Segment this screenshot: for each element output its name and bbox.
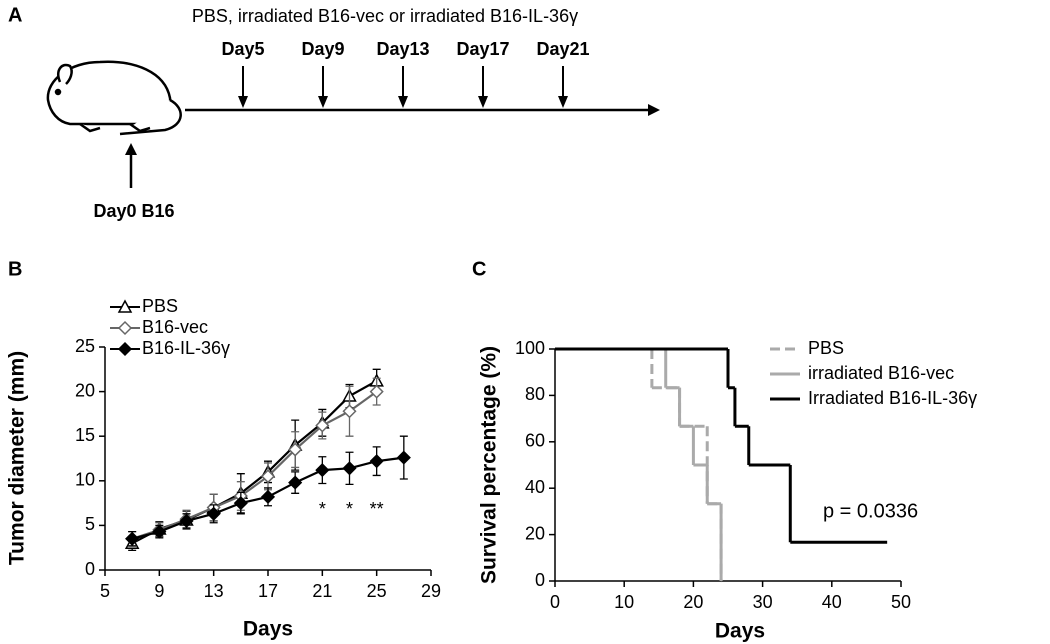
marker	[125, 531, 140, 546]
panel-label: C	[472, 258, 486, 280]
panel-label: B	[8, 258, 22, 280]
arrowhead	[238, 96, 248, 108]
series-line	[131, 379, 378, 545]
arrowhead	[125, 143, 137, 155]
y-tick-label: 10	[75, 470, 95, 490]
marker	[396, 450, 411, 465]
x-tick-label: 29	[421, 581, 441, 601]
marker	[152, 524, 167, 539]
x-axis-label: Days	[243, 618, 293, 641]
x-tick-label: 10	[614, 592, 634, 612]
marker	[315, 463, 330, 478]
day-label: Day17	[456, 39, 509, 59]
marker	[260, 489, 276, 504]
y-tick-label: 25	[75, 336, 95, 356]
x-tick-label: 0	[550, 592, 560, 612]
x-tick-label: 50	[891, 592, 911, 612]
start-day: Day0 B16	[93, 201, 174, 221]
arrowhead	[558, 96, 568, 108]
p-value: p = 0.0336	[823, 500, 918, 522]
legend-label: PBS	[142, 296, 178, 316]
marker	[369, 454, 384, 469]
x-tick-label: 20	[683, 592, 703, 612]
x-tick-label: 13	[204, 581, 224, 601]
marker	[288, 475, 303, 490]
x-tick-label: 21	[312, 581, 332, 601]
legend-marker	[117, 299, 133, 313]
y-tick-label: 40	[525, 477, 545, 497]
significance: **	[370, 499, 384, 519]
y-tick-label: 100	[515, 338, 545, 358]
x-tick-label: 30	[753, 592, 773, 612]
legend-marker	[117, 320, 133, 336]
panel-label: A	[8, 4, 22, 26]
series-line	[131, 390, 378, 540]
y-tick-label: 80	[525, 384, 545, 404]
y-tick-label: 5	[85, 514, 95, 534]
marker	[288, 442, 303, 457]
y-tick-label: 20	[75, 380, 95, 400]
y-tick-label: 0	[85, 559, 95, 579]
legend-marker	[117, 341, 133, 357]
x-tick-label: 25	[367, 581, 387, 601]
marker	[315, 418, 330, 433]
x-axis-label: Days	[715, 620, 765, 643]
significance: *	[319, 499, 326, 519]
x-tick-label: 9	[154, 581, 164, 601]
y-tick-label: 0	[535, 570, 545, 590]
mouse-icon	[46, 60, 182, 136]
marker	[342, 404, 357, 419]
legend-label: Irradiated B16-IL-36γ	[808, 388, 977, 408]
marker	[260, 469, 276, 484]
legend-label: B16-IL-36γ	[142, 338, 230, 358]
arrowhead	[478, 96, 488, 108]
legend-label: PBS	[808, 338, 844, 358]
arrowhead	[318, 96, 328, 108]
y-tick-label: 20	[525, 523, 545, 543]
significance: *	[346, 499, 353, 519]
marker	[179, 513, 194, 529]
arrowhead	[398, 96, 408, 108]
day-label: Day13	[376, 39, 429, 59]
marker	[369, 384, 384, 399]
y-axis-label: Tumor diameter (mm)	[6, 351, 29, 565]
marker	[342, 461, 357, 476]
y-axis-label: Survival percentage (%)	[478, 346, 501, 584]
legend-label: irradiated B16-vec	[808, 363, 954, 383]
x-tick-label: 40	[822, 592, 842, 612]
marker	[233, 496, 248, 511]
x-tick-label: 5	[100, 581, 110, 601]
day-label: Day21	[536, 39, 589, 59]
y-tick-label: 60	[525, 431, 545, 451]
arrowhead	[648, 104, 660, 116]
y-tick-label: 15	[75, 425, 95, 445]
marker	[206, 506, 221, 521]
treatment-text: PBS, irradiated B16-vec or irradiated B1…	[192, 6, 578, 26]
x-tick-label: 17	[258, 581, 278, 601]
day-label: Day5	[221, 39, 264, 59]
day-label: Day9	[301, 39, 344, 59]
legend-label: B16-vec	[142, 317, 208, 337]
